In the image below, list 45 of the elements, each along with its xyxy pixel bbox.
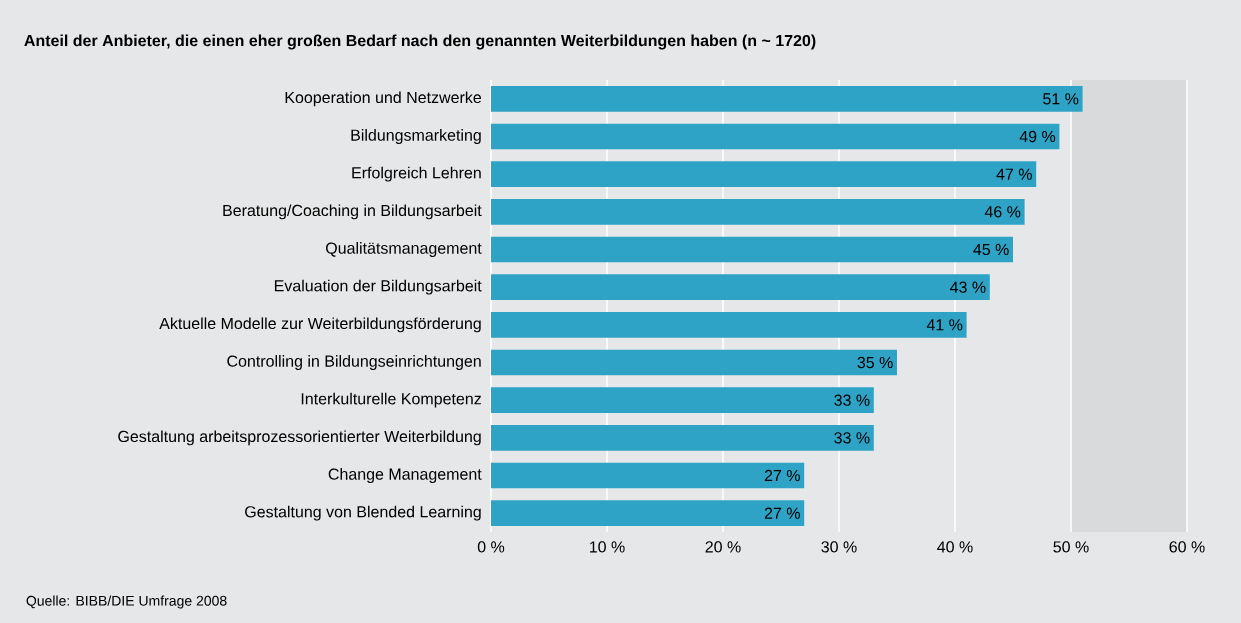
data-label: 49 % <box>1019 130 1056 143</box>
bar <box>491 425 874 451</box>
bar <box>491 312 967 338</box>
chart-title: Anteil der Anbieter, die einen eher großen Bedarf nach den genannten Weiterbildungen haben (n ~ 1720) <box>24 34 816 50</box>
x-tick-label: 20 % <box>705 541 741 553</box>
y-tick-label: Controlling in Bildungseinrichtungen <box>227 355 481 370</box>
bar <box>491 161 1037 187</box>
y-tick-label: Kooperation und Netzwerke <box>285 91 482 107</box>
bar <box>491 387 874 413</box>
y-tick-label: Bildungsmarketing <box>351 129 481 144</box>
x-tick-label: 50 % <box>1053 541 1089 553</box>
data-label: 47 % <box>996 168 1032 180</box>
x-tick-label: 60 % <box>1169 541 1205 553</box>
bar <box>491 274 990 300</box>
y-tick-label: Qualitätsmanagement <box>326 242 482 257</box>
y-tick-label: Beratung/Coaching in Bildungsarbeit <box>223 204 482 220</box>
y-tick-label: Interkulturelle Kompetenz <box>301 392 481 408</box>
x-tick-label: 30 % <box>821 541 857 553</box>
bar <box>491 349 897 376</box>
data-label: 45 % <box>973 243 1009 256</box>
data-label: 51 % <box>1043 93 1079 105</box>
x-tick-label: 40 % <box>937 541 973 553</box>
data-label: 43 % <box>950 281 986 293</box>
y-tick-label: Aktuelle Modelle zur Weiterbildungsförderung <box>159 317 481 333</box>
data-label: 33 % <box>834 394 870 406</box>
x-tick-label: 0 % <box>477 541 505 553</box>
data-label: 35 % <box>857 356 893 369</box>
data-label: 41 % <box>926 319 963 331</box>
y-tick-label: Change Management <box>328 468 482 483</box>
y-tick-label: Gestaltung von Blended Learning <box>245 505 481 521</box>
y-tick-label: Erfolgreich Lehren <box>352 166 481 182</box>
y-tick-label: Gestaltung arbeitsprozessorientierter Weiterbildung <box>118 430 481 446</box>
bar <box>491 123 1060 150</box>
x-tick-label: 10 % <box>590 541 625 553</box>
data-label: 33 % <box>834 432 870 444</box>
bar <box>491 500 805 526</box>
data-label: 27 % <box>764 507 800 519</box>
bar <box>491 462 805 489</box>
source-note: Quelle: BIBB/DIE Umfrage 2008 <box>26 595 227 609</box>
bar <box>491 199 1025 225</box>
bar <box>491 236 1013 263</box>
data-label: 46 % <box>984 206 1021 218</box>
data-label: 27 % <box>764 469 800 482</box>
y-tick-label: Evaluation der Bildungsarbeit <box>274 279 482 295</box>
bar <box>491 86 1083 112</box>
